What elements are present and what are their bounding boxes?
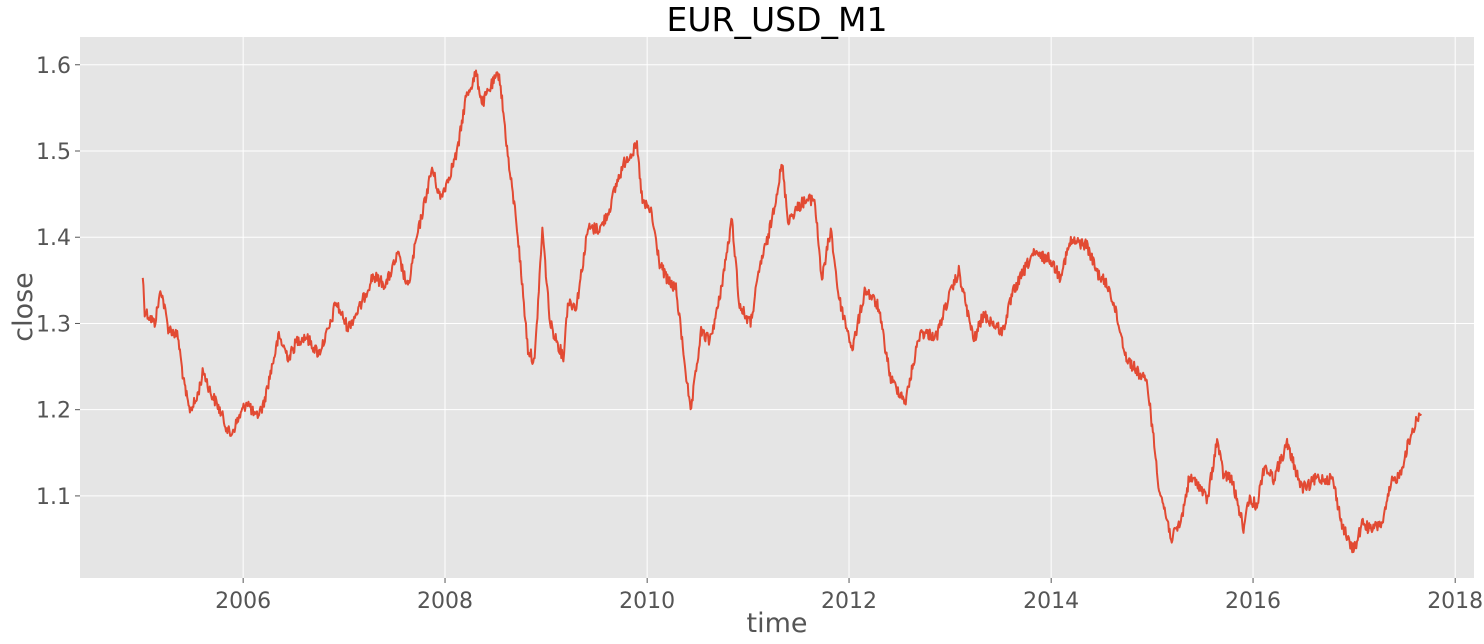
x-tick-label: 2016 [1225,589,1281,614]
y-tick-label: 1.5 [36,140,71,165]
y-tick-label: 1.4 [36,226,71,251]
y-tick-label: 1.6 [36,54,71,79]
x-tick-labels: 2006 2008 2010 2012 2014 2016 2018 [215,578,1483,614]
plot-background [80,37,1474,578]
y-tick-label: 1.2 [36,399,71,424]
x-tick-label: 2010 [619,589,675,614]
y-tick-labels: 1.1 1.2 1.3 1.4 1.5 1.6 [36,54,80,510]
x-gridlines [242,37,1456,578]
y-gridlines [80,64,1474,497]
series-line [141,69,1422,554]
x-tick-label: 2006 [215,589,271,614]
x-tick-label: 2012 [821,589,877,614]
y-tick-label: 1.1 [36,485,71,510]
x-axis-label: time [746,608,807,639]
chart-title: EUR_USD_M1 [667,0,888,39]
y-axis-label: close [8,272,39,342]
x-tick-label: 2008 [417,589,473,614]
y-tick-label: 1.3 [36,312,71,337]
x-tick-label: 2018 [1427,589,1483,614]
x-tick-label: 2014 [1023,589,1079,614]
